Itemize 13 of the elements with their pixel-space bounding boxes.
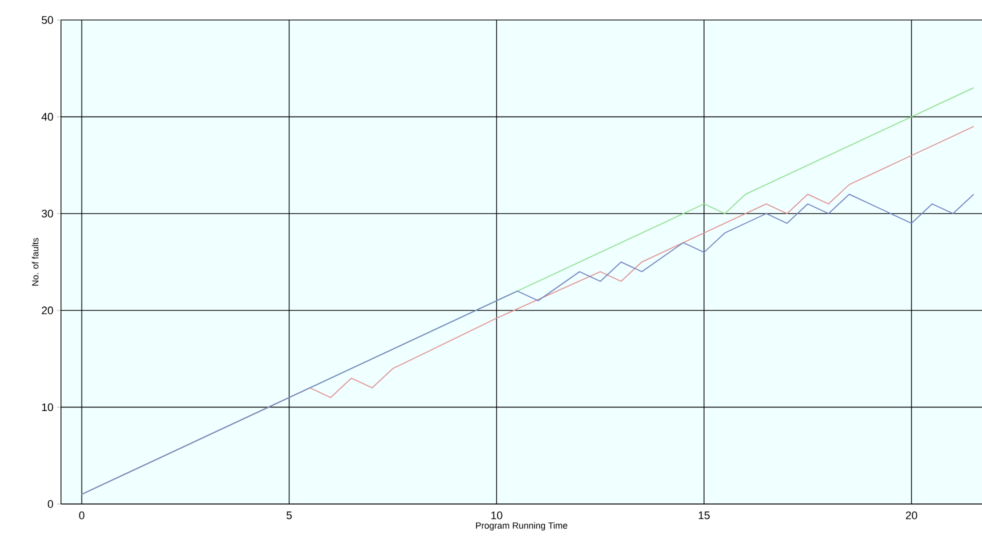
x-axis-title: Program Running Time xyxy=(476,522,568,530)
y-tick-label: 20 xyxy=(42,306,54,314)
y-tick-label: 40 xyxy=(42,112,54,121)
y-axis-title: No. of faults xyxy=(32,238,38,286)
y-tick-label: 0 xyxy=(48,500,54,508)
y-tick-label: 30 xyxy=(42,210,54,218)
y-tick-label: 50 xyxy=(42,16,54,24)
x-tick-label: 0 xyxy=(79,512,84,520)
y-tick-label: 10 xyxy=(42,403,54,412)
x-tick-label: 5 xyxy=(286,512,292,520)
x-tick-label: 20 xyxy=(906,512,918,520)
x-tick-label: 15 xyxy=(698,512,710,520)
x-tick-label: 10 xyxy=(491,512,502,520)
